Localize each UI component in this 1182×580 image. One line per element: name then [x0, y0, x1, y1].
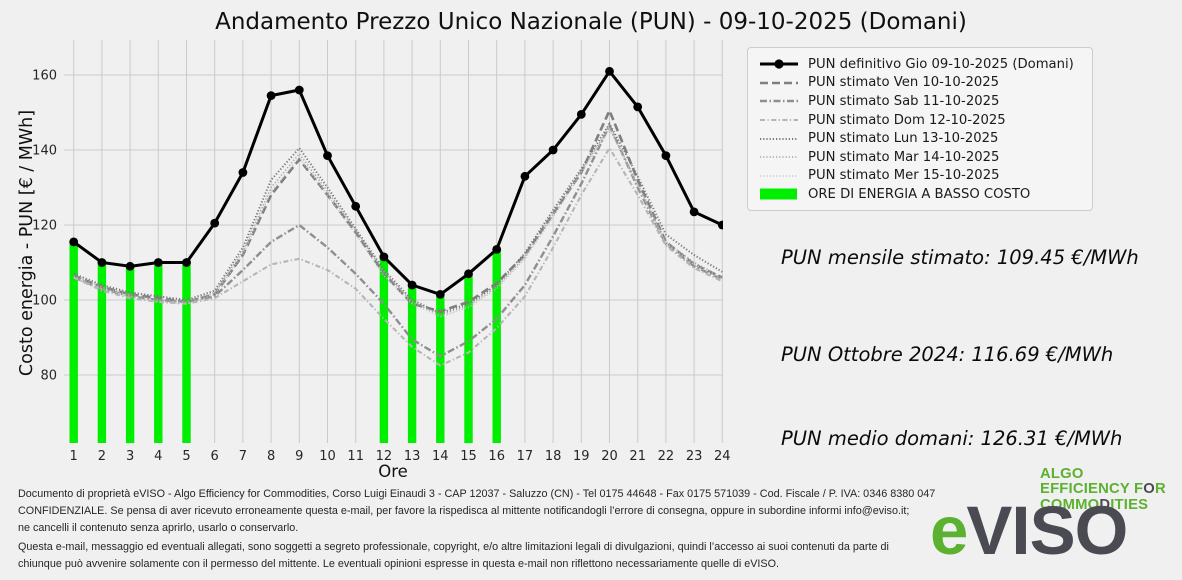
y-axis-label: Costo energia - PUN [€ / MWh]: [17, 109, 37, 377]
eviso-tagline: ALGO EFFICIENCY FOR COMMODITIES: [1040, 466, 1166, 513]
svg-text:9: 9: [295, 449, 303, 464]
footer-line: chiunque può avvenire solamente con il p…: [18, 558, 780, 570]
svg-text:140: 140: [32, 144, 57, 159]
eviso-tagline-line: EFFICIENCY FOR: [1040, 482, 1166, 497]
eviso-tagline-segment: ITIES: [1110, 496, 1149, 513]
low-cost-bars: [69, 241, 501, 444]
legend-line-sample: [758, 92, 800, 110]
series-0: [69, 66, 723, 299]
legend-item-5: PUN stimato Mar 14-10-2025: [758, 148, 1082, 167]
legend-item-6: PUN stimato Mer 15-10-2025: [758, 167, 1082, 186]
legend-item-1: PUN stimato Ven 10-10-2025: [758, 74, 1082, 93]
svg-text:10: 10: [319, 449, 336, 464]
svg-text:2: 2: [98, 449, 106, 464]
svg-text:1: 1: [70, 449, 78, 464]
svg-text:21: 21: [629, 449, 646, 464]
x-tick-labels: 1 2 3 4 5 6 7 8 9 10 11 12 13 14 15 16 17 18 19 20 21 22 23 24: [70, 449, 731, 464]
eviso-tagline-segment: EFFICIENCY F: [1040, 481, 1144, 498]
eviso-tagline-segment: D: [1099, 496, 1111, 513]
info-box-pun-medio-domani: PUN medio domani: 126.31 €/MWh: [781, 427, 1123, 450]
legend-line-sample: [758, 74, 800, 92]
svg-text:19: 19: [573, 449, 590, 464]
legend-label: PUN stimato Sab 11-10-2025: [808, 93, 1000, 109]
eviso-tagline-segment: R: [1154, 481, 1166, 498]
svg-text:22: 22: [658, 449, 675, 464]
grid: [64, 40, 723, 443]
legend-patch-sample: [758, 185, 800, 203]
eviso-tagline-segment: COMMO: [1040, 496, 1100, 513]
svg-text:160: 160: [32, 69, 57, 84]
series-2: [73, 122, 723, 358]
svg-text:8: 8: [267, 449, 275, 464]
legend-label: PUN stimato Mer 15-10-2025: [808, 168, 1000, 184]
legend-item-low-cost: ORE DI ENERGIA A BASSO COSTO: [758, 185, 1082, 204]
svg-text:23: 23: [686, 449, 703, 464]
svg-text:24: 24: [714, 449, 731, 464]
svg-text:11: 11: [347, 449, 364, 464]
info-box-pun-mensile: PUN mensile stimato: 109.45 €/MWh: [781, 246, 1139, 269]
legend-label: PUN stimato Dom 12-10-2025: [808, 112, 1006, 128]
footer-line: CONFIDENZIALE. Se pensa di aver ricevuto…: [18, 505, 910, 517]
eviso-tagline-segment: ALGO: [1040, 466, 1084, 482]
legend-item-4: PUN stimato Lun 13-10-2025: [758, 129, 1082, 148]
series-6: [73, 128, 723, 318]
svg-text:15: 15: [460, 449, 477, 464]
svg-text:6: 6: [211, 449, 219, 464]
svg-text:4: 4: [154, 449, 162, 464]
svg-text:16: 16: [488, 449, 505, 464]
svg-text:3: 3: [126, 449, 134, 464]
footer-line: Documento di proprietà eVISO - Algo Effi…: [18, 488, 936, 500]
footer-line: Questa e-mail, messaggio ed eventuali al…: [18, 541, 889, 553]
legend-line-sample: [758, 130, 800, 148]
legend-line-sample: [758, 111, 800, 129]
series-1: [73, 107, 723, 313]
svg-text:14: 14: [432, 449, 449, 464]
legend-label: PUN stimato Mar 14-10-2025: [808, 149, 1000, 165]
svg-text:18: 18: [545, 449, 562, 464]
info-box-pun-ottobre: PUN Ottobre 2024: 116.69 €/MWh: [781, 343, 1114, 366]
series-3: [73, 146, 723, 367]
pun-chart: 80 100 120 140 160 1 2 3 4 5 6 7 8 9 10 11 12 13 14 15 16 17 1…: [17, 40, 731, 481]
legend-label: PUN stimato Ven 10-10-2025: [808, 75, 1000, 91]
legend-label: ORE DI ENERGIA A BASSO COSTO: [808, 186, 1031, 202]
svg-text:5: 5: [182, 449, 190, 464]
svg-text:80: 80: [40, 369, 57, 384]
footer-line: ne cancelli il contenuto senza aprirlo, …: [18, 522, 299, 534]
eviso-tagline-segment: O: [1143, 481, 1155, 498]
svg-text:100: 100: [32, 294, 57, 309]
svg-text:13: 13: [404, 449, 421, 464]
svg-text:20: 20: [601, 449, 618, 464]
eviso-logo-e: e: [930, 492, 968, 569]
x-axis-label: Ore: [378, 462, 408, 481]
eviso-logo: eVISO: [930, 496, 1128, 565]
legend: PUN definitivo Gio 09-10-2025 (Domani) PU…: [747, 47, 1093, 211]
eviso-logo-viso: VISO: [966, 492, 1128, 569]
footer-disclaimer: Documento di proprietà eVISO - Algo Effi…: [18, 486, 948, 573]
svg-text:7: 7: [239, 449, 247, 464]
svg-text:12: 12: [376, 449, 393, 464]
series-5: [73, 125, 723, 316]
y-tick-labels: 80 100 120 140 160: [32, 69, 57, 384]
legend-line-sample: [758, 167, 800, 185]
eviso-tagline-line: COMMODITIES: [1040, 496, 1166, 513]
legend-label: PUN definitivo Gio 09-10-2025 (Domani): [808, 56, 1074, 72]
svg-text:120: 120: [32, 219, 57, 234]
legend-item-3: PUN stimato Dom 12-10-2025: [758, 111, 1082, 130]
chart-title: Andamento Prezzo Unico Nazionale (PUN) -…: [215, 9, 967, 35]
legend-item-2: PUN stimato Sab 11-10-2025: [758, 92, 1082, 111]
legend-item-0: PUN definitivo Gio 09-10-2025 (Domani): [758, 55, 1082, 74]
eviso-tagline-line: ALGO: [1040, 466, 1166, 482]
svg-text:17: 17: [517, 449, 534, 464]
legend-line-sample: [758, 148, 800, 166]
legend-line-sample: [758, 55, 800, 73]
legend-label: PUN stimato Lun 13-10-2025: [808, 131, 999, 147]
